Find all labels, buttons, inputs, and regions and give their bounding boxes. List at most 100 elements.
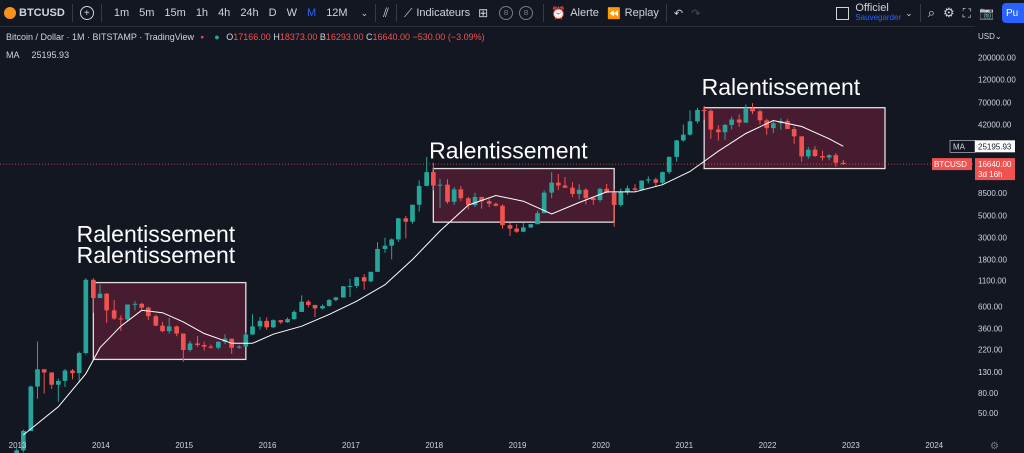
indicators-button[interactable]: ⟋ Indicateurs (400, 0, 474, 26)
divider (919, 4, 921, 22)
candle-body (437, 184, 443, 186)
interval-4h[interactable]: 4h (218, 7, 231, 19)
candle-body (681, 134, 686, 141)
candle-body (431, 172, 436, 186)
interval-1h[interactable]: 1h (195, 7, 209, 19)
candle-body (820, 155, 825, 158)
interval-dropdown[interactable]: ⌄ (357, 0, 373, 26)
candle-body (125, 304, 130, 320)
candle-body (70, 370, 75, 374)
candle-body (41, 369, 47, 373)
interval-15m[interactable]: 15m (164, 7, 186, 19)
candle-body (341, 286, 346, 298)
candle-body (375, 248, 380, 272)
candle-body (570, 187, 575, 194)
redo-button[interactable]: ↷ (687, 0, 704, 26)
y-tick-label: 8500.00 (978, 189, 1007, 198)
candle-body (382, 245, 388, 249)
candle-body (21, 430, 26, 451)
candle-body (222, 338, 228, 342)
ma-tag-value: 25195.93 (978, 142, 1012, 151)
interval-M[interactable]: M (307, 7, 317, 19)
divider (543, 4, 545, 22)
alarm-clock-icon: ⏰ (551, 6, 567, 20)
candle-body (521, 227, 526, 232)
y-tick-label: 600.00 (978, 303, 1003, 312)
candle-body (591, 197, 596, 201)
interval-group: 1m 5m 15m 1h 4h 24h D W M 12M (105, 0, 357, 26)
compare-button[interactable]: + (76, 0, 98, 26)
candle-body (757, 111, 763, 121)
candle-body (396, 218, 401, 240)
axis-settings-icon[interactable]: ⚙ (990, 441, 999, 452)
candle-body (750, 108, 755, 112)
candle-body (326, 299, 332, 306)
gear-icon: ⚙ (942, 5, 955, 20)
candle-body (479, 196, 484, 202)
x-tick-label: 2017 (342, 441, 360, 450)
candle-body (472, 196, 478, 206)
candle-body (35, 369, 40, 387)
chevron-down-icon: ⌄ (360, 7, 369, 18)
candle-body (632, 188, 638, 190)
publish-button[interactable]: Pu (1002, 3, 1024, 23)
alert-button[interactable]: ⏰ Alerte (547, 0, 603, 26)
ma-line (22, 119, 844, 436)
candle-body (354, 277, 359, 286)
symbol-tag: BTCUSD (934, 160, 967, 169)
candle-body (535, 213, 540, 225)
undo-button[interactable]: ↶ (670, 0, 687, 26)
b-label: B (319, 32, 326, 42)
price-chart[interactable]: RalentissementRalentissementRalentisseme… (0, 26, 1024, 453)
candle-body (257, 320, 263, 327)
candle-body (674, 140, 679, 157)
candle-body (424, 172, 429, 186)
search-button[interactable]: ⌕ (924, 0, 939, 26)
b-circle-button-2[interactable]: B (519, 6, 534, 20)
candle-body (764, 120, 769, 129)
rewind-icon: ⏪ (606, 7, 621, 20)
flag-icon[interactable]: ▪ (200, 32, 204, 42)
last-price-label: 16640.00 (978, 160, 1012, 169)
candle-body (153, 316, 159, 326)
chart-title[interactable]: Bitcoin / Dollar · 1M · BITSTAMP · Tradi… (6, 32, 195, 42)
candle-body (389, 239, 394, 246)
chart-type-button[interactable]: ⫽ (379, 0, 393, 26)
interval-5m[interactable]: 5m (139, 7, 155, 19)
candle-body (361, 277, 367, 282)
undo-icon: ↶ (673, 7, 684, 20)
y-tick-label: 1100.00 (978, 277, 1007, 286)
divider (375, 4, 377, 22)
ma-legend[interactable]: MA 25195.93 (6, 50, 69, 60)
candle-body (458, 189, 464, 199)
x-tick-label: 2024 (925, 441, 943, 450)
interval-24h[interactable]: 24h (240, 7, 259, 19)
y-tick-label: 50.00 (978, 409, 999, 418)
settings-button[interactable]: ⚙ (939, 0, 959, 26)
replay-button[interactable]: ⏪ Replay (603, 0, 663, 26)
symbol-selector[interactable]: BTCUSD (0, 0, 69, 26)
b-circle-button[interactable]: B (499, 6, 514, 20)
currency-chevron-icon: ⌄ (995, 32, 1002, 41)
candle-body (62, 370, 68, 381)
candle-body (201, 344, 207, 347)
candle-body (445, 184, 450, 202)
snapshot-button[interactable]: 📷 (975, 0, 998, 26)
divider (395, 4, 397, 22)
candle-body (312, 304, 318, 309)
candle-body (216, 341, 221, 348)
interval-D[interactable]: D (268, 7, 277, 19)
candle-body (347, 285, 353, 287)
layout-button[interactable]: Officiel Sauvegarder ⌄ (832, 0, 916, 26)
candle-body (556, 182, 561, 186)
templates-button[interactable]: ⊞ (474, 0, 492, 26)
interval-12M[interactable]: 12M (326, 7, 348, 19)
annotation-label: Ralentissement (702, 74, 861, 100)
interval-1m[interactable]: 1m (113, 7, 130, 19)
plus-circle-icon: + (79, 6, 94, 20)
currency-label: USD (978, 32, 995, 41)
fullscreen-button[interactable]: ⛶ (959, 0, 975, 26)
candle-body (174, 326, 179, 334)
interval-W[interactable]: W (286, 7, 298, 19)
candle-body (660, 172, 665, 183)
